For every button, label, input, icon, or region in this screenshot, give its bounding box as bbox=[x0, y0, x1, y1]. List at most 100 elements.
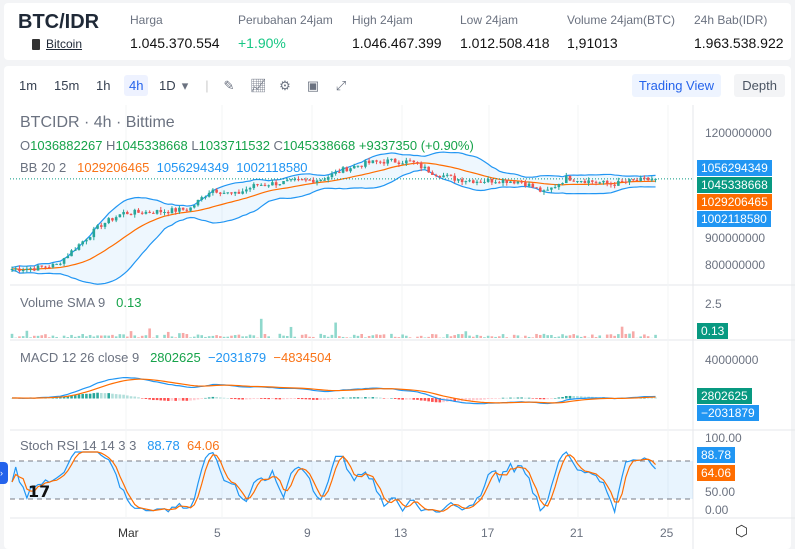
candle bbox=[650, 179, 654, 181]
candle bbox=[646, 177, 650, 181]
interval-15m[interactable]: 15m bbox=[54, 78, 80, 93]
interval-4h[interactable]: 4h bbox=[124, 75, 149, 96]
candle bbox=[29, 268, 32, 270]
macd-histogram-bar bbox=[118, 394, 122, 399]
volume-bar bbox=[163, 334, 166, 338]
volume-bar bbox=[624, 333, 628, 338]
coin-link[interactable]: Bitcoin bbox=[32, 37, 82, 51]
stat-2: High 24jam 1.046.467.399 bbox=[352, 13, 442, 51]
volume-bar bbox=[360, 333, 363, 338]
volume-bar bbox=[282, 335, 285, 338]
macd-histogram-bar bbox=[412, 398, 416, 400]
interval-1m[interactable]: 1m bbox=[19, 78, 38, 93]
depth-button[interactable]: Depth bbox=[734, 74, 785, 97]
fullscreen-icon[interactable]: ⤢ bbox=[335, 78, 347, 93]
coin-name[interactable]: Bitcoin bbox=[46, 37, 83, 51]
macd-histogram-bar bbox=[59, 397, 62, 399]
candle bbox=[531, 183, 535, 188]
candle bbox=[375, 160, 378, 162]
candle bbox=[509, 181, 512, 183]
macd-histogram-bar bbox=[401, 398, 404, 400]
candle bbox=[405, 160, 408, 164]
save-icon[interactable]: ▣ bbox=[306, 78, 320, 93]
candle bbox=[81, 241, 84, 245]
candle bbox=[471, 180, 475, 184]
trading-view-button[interactable]: Trading View bbox=[631, 74, 721, 97]
candle bbox=[654, 178, 657, 180]
macd-histogram-bar bbox=[531, 398, 535, 399]
candle bbox=[613, 184, 616, 186]
macd-histogram-bar bbox=[323, 398, 326, 400]
volume-bar bbox=[460, 334, 464, 338]
dropdown-icon[interactable]: ▾ bbox=[181, 78, 189, 93]
macd-histogram-bar bbox=[215, 397, 218, 399]
volume-bar bbox=[73, 336, 77, 338]
draw-icon[interactable]: ✎ bbox=[223, 78, 235, 93]
macd-histogram-bar bbox=[62, 396, 66, 399]
interval-1h[interactable]: 1h bbox=[96, 78, 111, 93]
candle bbox=[282, 181, 285, 185]
macd-histogram-bar bbox=[453, 398, 456, 402]
bb-lower-tag: 1002118580 bbox=[697, 211, 771, 227]
candle bbox=[416, 162, 419, 164]
candle bbox=[643, 177, 646, 179]
candle bbox=[312, 179, 315, 183]
volume-bar bbox=[479, 335, 483, 338]
macd-histogram-bar bbox=[226, 397, 230, 399]
candle bbox=[445, 174, 449, 176]
macd-histogram-bar bbox=[405, 398, 408, 400]
macd-histogram-bar bbox=[230, 398, 233, 399]
candle bbox=[390, 158, 393, 160]
last-price-tag: 1045338668 bbox=[697, 177, 772, 193]
volume-bar bbox=[196, 334, 200, 338]
macd-histogram-bar bbox=[263, 398, 267, 399]
interval-1D[interactable]: 1D bbox=[159, 78, 176, 93]
macd-histogram-bar bbox=[471, 398, 475, 401]
stat-label: Harga bbox=[130, 13, 163, 27]
candle bbox=[99, 225, 103, 227]
volume-bar bbox=[546, 335, 549, 338]
candle bbox=[483, 181, 486, 183]
macd-histogram-bar bbox=[479, 398, 483, 400]
volume-bar bbox=[498, 336, 501, 338]
volume-bar bbox=[423, 337, 427, 338]
candle bbox=[572, 180, 576, 182]
stat-4: Volume 24jam(BTC) 1,91013 bbox=[567, 13, 675, 51]
volume-bar bbox=[278, 333, 282, 338]
gear-icon[interactable]: ⚙ bbox=[279, 78, 291, 93]
macd-histogram-bar bbox=[185, 398, 189, 401]
volume-bar bbox=[207, 336, 211, 338]
candle bbox=[256, 184, 259, 186]
volume-bar bbox=[174, 337, 177, 338]
candle bbox=[498, 182, 501, 184]
macd-histogram-bar bbox=[498, 398, 501, 399]
volume-bar bbox=[620, 326, 624, 338]
volume-bar bbox=[36, 335, 40, 338]
macd-histogram-bar bbox=[96, 392, 99, 399]
candle bbox=[226, 192, 230, 194]
candle bbox=[207, 192, 211, 197]
volume-bar bbox=[609, 334, 613, 338]
candle bbox=[341, 167, 345, 173]
candle bbox=[271, 182, 274, 186]
candle bbox=[550, 187, 553, 190]
bb-upper-tag: 1056294349 bbox=[697, 160, 772, 176]
expand-handle[interactable]: › bbox=[0, 462, 8, 484]
indicator-icon[interactable]: 📈︎ bbox=[250, 78, 267, 93]
candle bbox=[174, 208, 177, 212]
candle bbox=[561, 183, 564, 185]
settings-icon[interactable]: ⬡ bbox=[735, 523, 749, 540]
candle bbox=[122, 212, 125, 215]
volume-bar bbox=[356, 335, 360, 338]
volume-bar bbox=[66, 337, 70, 338]
macd-histogram-bar bbox=[271, 398, 274, 399]
macd-histogram-bar bbox=[200, 398, 204, 399]
volume-bar bbox=[330, 334, 334, 338]
volume-bar bbox=[18, 336, 21, 338]
volume-bar bbox=[531, 337, 535, 338]
candle bbox=[215, 189, 218, 193]
volume-bar bbox=[338, 336, 341, 338]
stoch-tick: 100.00 bbox=[705, 431, 742, 445]
volume-bar bbox=[453, 335, 456, 338]
